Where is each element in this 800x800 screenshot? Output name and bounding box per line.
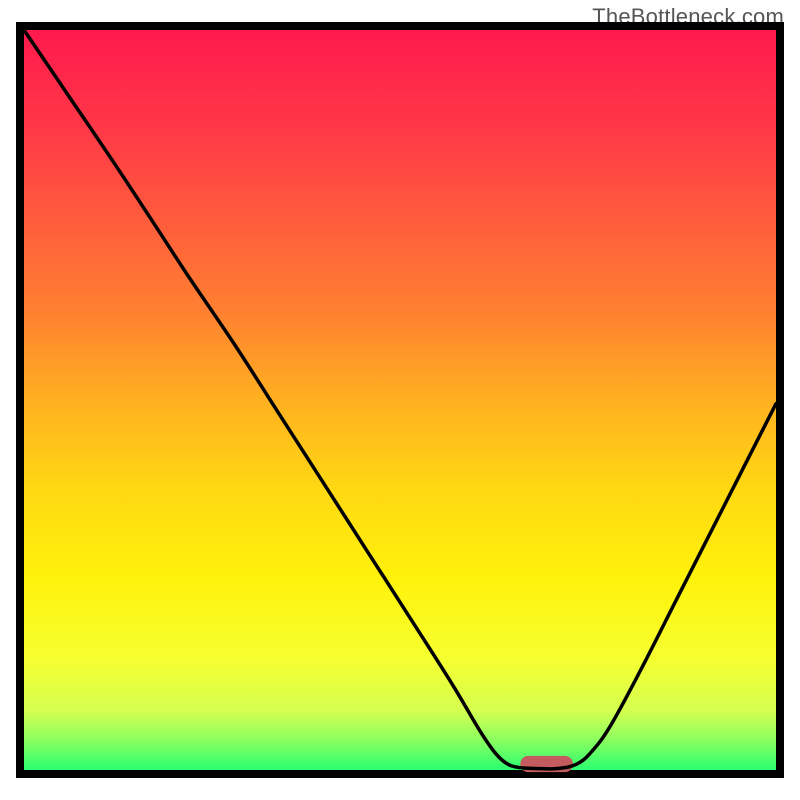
bottleneck-chart	[0, 0, 800, 800]
chart-frame: TheBottleneck.com	[0, 0, 800, 800]
gradient-background	[24, 30, 776, 770]
